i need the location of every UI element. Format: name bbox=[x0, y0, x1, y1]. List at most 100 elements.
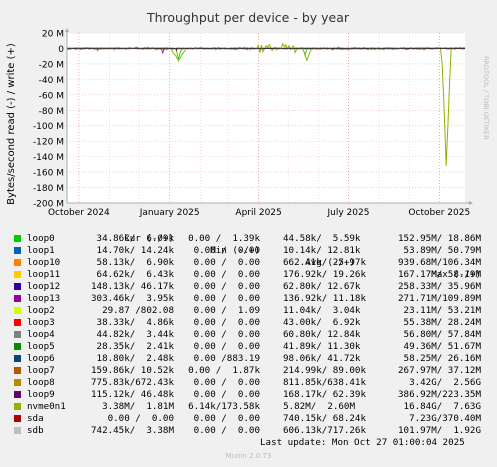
legend-avg: 41.89k/ 11.30k bbox=[283, 341, 361, 352]
legend-avg: 740.15k/ 68.24k bbox=[283, 413, 366, 424]
legend-cur: 159.86k/ 10.52k bbox=[91, 365, 174, 376]
legend-cur: 775.83k/672.43k bbox=[91, 377, 174, 388]
y-tick-label: -100 M bbox=[33, 122, 64, 132]
legend-cur: 0.00 / 0.00 bbox=[107, 413, 174, 424]
legend-row-loop7: loop7 159.86k/ 10.52k 0.00 / 1.87k 214.99k/… bbox=[8, 365, 497, 377]
legend-cur: 742.45k/ 3.38M bbox=[91, 425, 174, 436]
legend-cur: 29.87 /802.08 bbox=[102, 305, 174, 316]
legend-max: 53.89M/ 50.79M bbox=[403, 245, 481, 256]
legend-max: 3.42G/ 2.56G bbox=[409, 377, 481, 388]
side-label: RRDTOOL / TOBI OETIKER bbox=[482, 56, 490, 140]
x-tick-label: April 2025 bbox=[235, 208, 281, 218]
legend-row-loop2: loop2 29.87 /802.08 0.00 / 1.09 11.04k/ 3.0… bbox=[8, 305, 497, 317]
legend-row-loop9: loop9 115.12k/ 46.48k 0.00 / 0.00 168.17k/ … bbox=[8, 389, 497, 401]
legend-cur: 3.38M/ 1.81M bbox=[102, 401, 174, 412]
legend-max: 939.68M/106.34M bbox=[398, 257, 481, 268]
legend-row-loop10: loop10 58.13k/ 6.90k 0.00 / 0.00 662.41k/ 2… bbox=[8, 257, 497, 269]
legend-swatch bbox=[14, 331, 21, 338]
y-tick-label: -40 M bbox=[39, 76, 64, 86]
legend-row-loop12: loop12 148.13k/ 46.17k 0.00 / 0.00 62.80k/ … bbox=[8, 281, 497, 293]
legend-swatch bbox=[14, 307, 21, 314]
plot-area bbox=[67, 33, 465, 203]
legend-cur: 18.80k/ 2.48k bbox=[96, 353, 174, 364]
legend-max: 58.25M/ 26.16M bbox=[403, 353, 481, 364]
legend-min: 0.00 / 0.00 bbox=[193, 341, 260, 352]
legend-row-loop1: loop1 14.70k/ 14.24k 0.00 / 0.00 10.14k/ 12… bbox=[8, 245, 497, 257]
legend-min: 0.00 / 0.00 bbox=[193, 245, 260, 256]
x-tick-label: July 2025 bbox=[326, 208, 369, 218]
grid-vertical bbox=[78, 33, 440, 203]
legend-min: 0.00 /883.19 bbox=[193, 353, 260, 364]
y-tick-label: -120 M bbox=[33, 138, 64, 148]
x-axis-arrow bbox=[469, 201, 473, 205]
y-tick-label: -60 M bbox=[39, 91, 64, 101]
legend-avg: 5.82M/ 2.60M bbox=[283, 401, 355, 412]
legend-swatch bbox=[14, 319, 21, 326]
legend-swatch bbox=[14, 355, 21, 362]
legend-label: loop10 bbox=[27, 257, 61, 268]
legend-label: loop12 bbox=[27, 281, 61, 292]
legend-max: 152.95M/ 18.86M bbox=[398, 233, 481, 244]
legend-swatch bbox=[14, 295, 21, 302]
legend-swatch bbox=[14, 391, 21, 398]
legend-min: 0.00 / 1.09 bbox=[193, 305, 260, 316]
legend-label: loop9 bbox=[27, 389, 55, 400]
legend-min: 0.00 / 0.00 bbox=[193, 377, 260, 388]
legend-row-loop6: loop6 18.80k/ 2.48k 0.00 /883.19 98.06k/ 41… bbox=[8, 353, 497, 365]
legend-min: 0.00 / 0.00 bbox=[193, 257, 260, 268]
legend-label: loop8 bbox=[27, 377, 55, 388]
legend-row-sdb: sdb 742.45k/ 3.38M 0.00 / 0.00 606.13k/717.… bbox=[8, 425, 497, 437]
legend-cur: 28.35k/ 2.41k bbox=[96, 341, 174, 352]
legend-cur: 58.13k/ 6.90k bbox=[96, 257, 174, 268]
x-tick-label: October 2025 bbox=[408, 208, 470, 218]
legend-max: 386.92M/223.35M bbox=[398, 389, 481, 400]
legend-cur: 38.33k/ 4.86k bbox=[96, 317, 174, 328]
y-tick-label: -160 M bbox=[33, 169, 64, 179]
legend-avg: 214.99k/ 89.00k bbox=[283, 365, 366, 376]
legend-cur: 115.12k/ 46.48k bbox=[91, 389, 174, 400]
legend-swatch bbox=[14, 379, 21, 386]
legend-row-loop3: loop3 38.33k/ 4.86k 0.00 / 0.00 43.00k/ 6.9… bbox=[8, 317, 497, 329]
legend-cur: 34.86k/ 6.09k bbox=[96, 233, 174, 244]
x-tick-label: January 2025 bbox=[139, 208, 200, 218]
legend-cur: 44.82k/ 3.44k bbox=[96, 329, 174, 340]
legend-cur: 64.62k/ 6.43k bbox=[96, 269, 174, 280]
y-tick-label: -200 M bbox=[33, 200, 64, 210]
legend-avg: 62.80k/ 12.67k bbox=[283, 281, 361, 292]
legend-swatch bbox=[14, 247, 21, 254]
legend-swatch bbox=[14, 367, 21, 374]
legend-max: 55.38M/ 28.24M bbox=[403, 317, 481, 328]
footer: Munin 2.0.73 bbox=[225, 452, 272, 460]
legend-avg: 662.41k/ 25.97k bbox=[283, 257, 366, 268]
legend-label: loop0 bbox=[27, 233, 55, 244]
legend-row-loop0: loop0 34.86k/ 6.09k 0.00 / 1.39k 44.58k/ 5.… bbox=[8, 233, 497, 245]
legend-row-loop13: loop13 303.46k/ 3.95k 0.00 / 0.00 136.92k/ … bbox=[8, 293, 497, 305]
legend-swatch bbox=[14, 271, 21, 278]
legend-max: 267.97M/ 37.12M bbox=[398, 365, 481, 376]
legend-row-loop11: loop11 64.62k/ 6.43k 0.00 / 0.00 176.92k/ 1… bbox=[8, 269, 497, 281]
legend-avg: 11.04k/ 3.04k bbox=[283, 305, 361, 316]
legend-avg: 606.13k/717.26k bbox=[283, 425, 366, 436]
legend-swatch bbox=[14, 343, 21, 350]
legend-cur: 303.46k/ 3.95k bbox=[91, 293, 174, 304]
y-axis-label: Bytes/second read (-) / write (+) bbox=[6, 43, 17, 205]
x-tick-label: October 2024 bbox=[48, 208, 110, 218]
col-avg-header: Avg (-/+) bbox=[305, 257, 355, 268]
legend-avg: 60.80k/ 12.84k bbox=[283, 329, 361, 340]
legend-swatch bbox=[14, 283, 21, 290]
legend-label: sda bbox=[27, 413, 44, 424]
legend-avg: 98.06k/ 41.72k bbox=[283, 353, 361, 364]
legend-avg: 10.14k/ 12.81k bbox=[283, 245, 361, 256]
legend-max: 258.33M/ 35.96M bbox=[398, 281, 481, 292]
legend-row-loop8: loop8 775.83k/672.43k 0.00 / 0.00 811.85k/6… bbox=[8, 377, 497, 389]
y-axis-arrow bbox=[65, 28, 69, 32]
legend-avg: 811.85k/638.41k bbox=[283, 377, 366, 388]
legend-cur: 14.70k/ 14.24k bbox=[96, 245, 174, 256]
legend-max: 16.84G/ 7.63G bbox=[403, 401, 481, 412]
legend-row-loop4: loop4 44.82k/ 3.44k 0.00 / 0.00 60.80k/ 12.… bbox=[8, 329, 497, 341]
y-tick-label: -20 M bbox=[39, 60, 64, 70]
legend-label: loop3 bbox=[27, 317, 55, 328]
legend-row-sda: sda 0.00 / 0.00 0.00 / 0.00 740.15k/ 68.24k… bbox=[8, 413, 497, 425]
